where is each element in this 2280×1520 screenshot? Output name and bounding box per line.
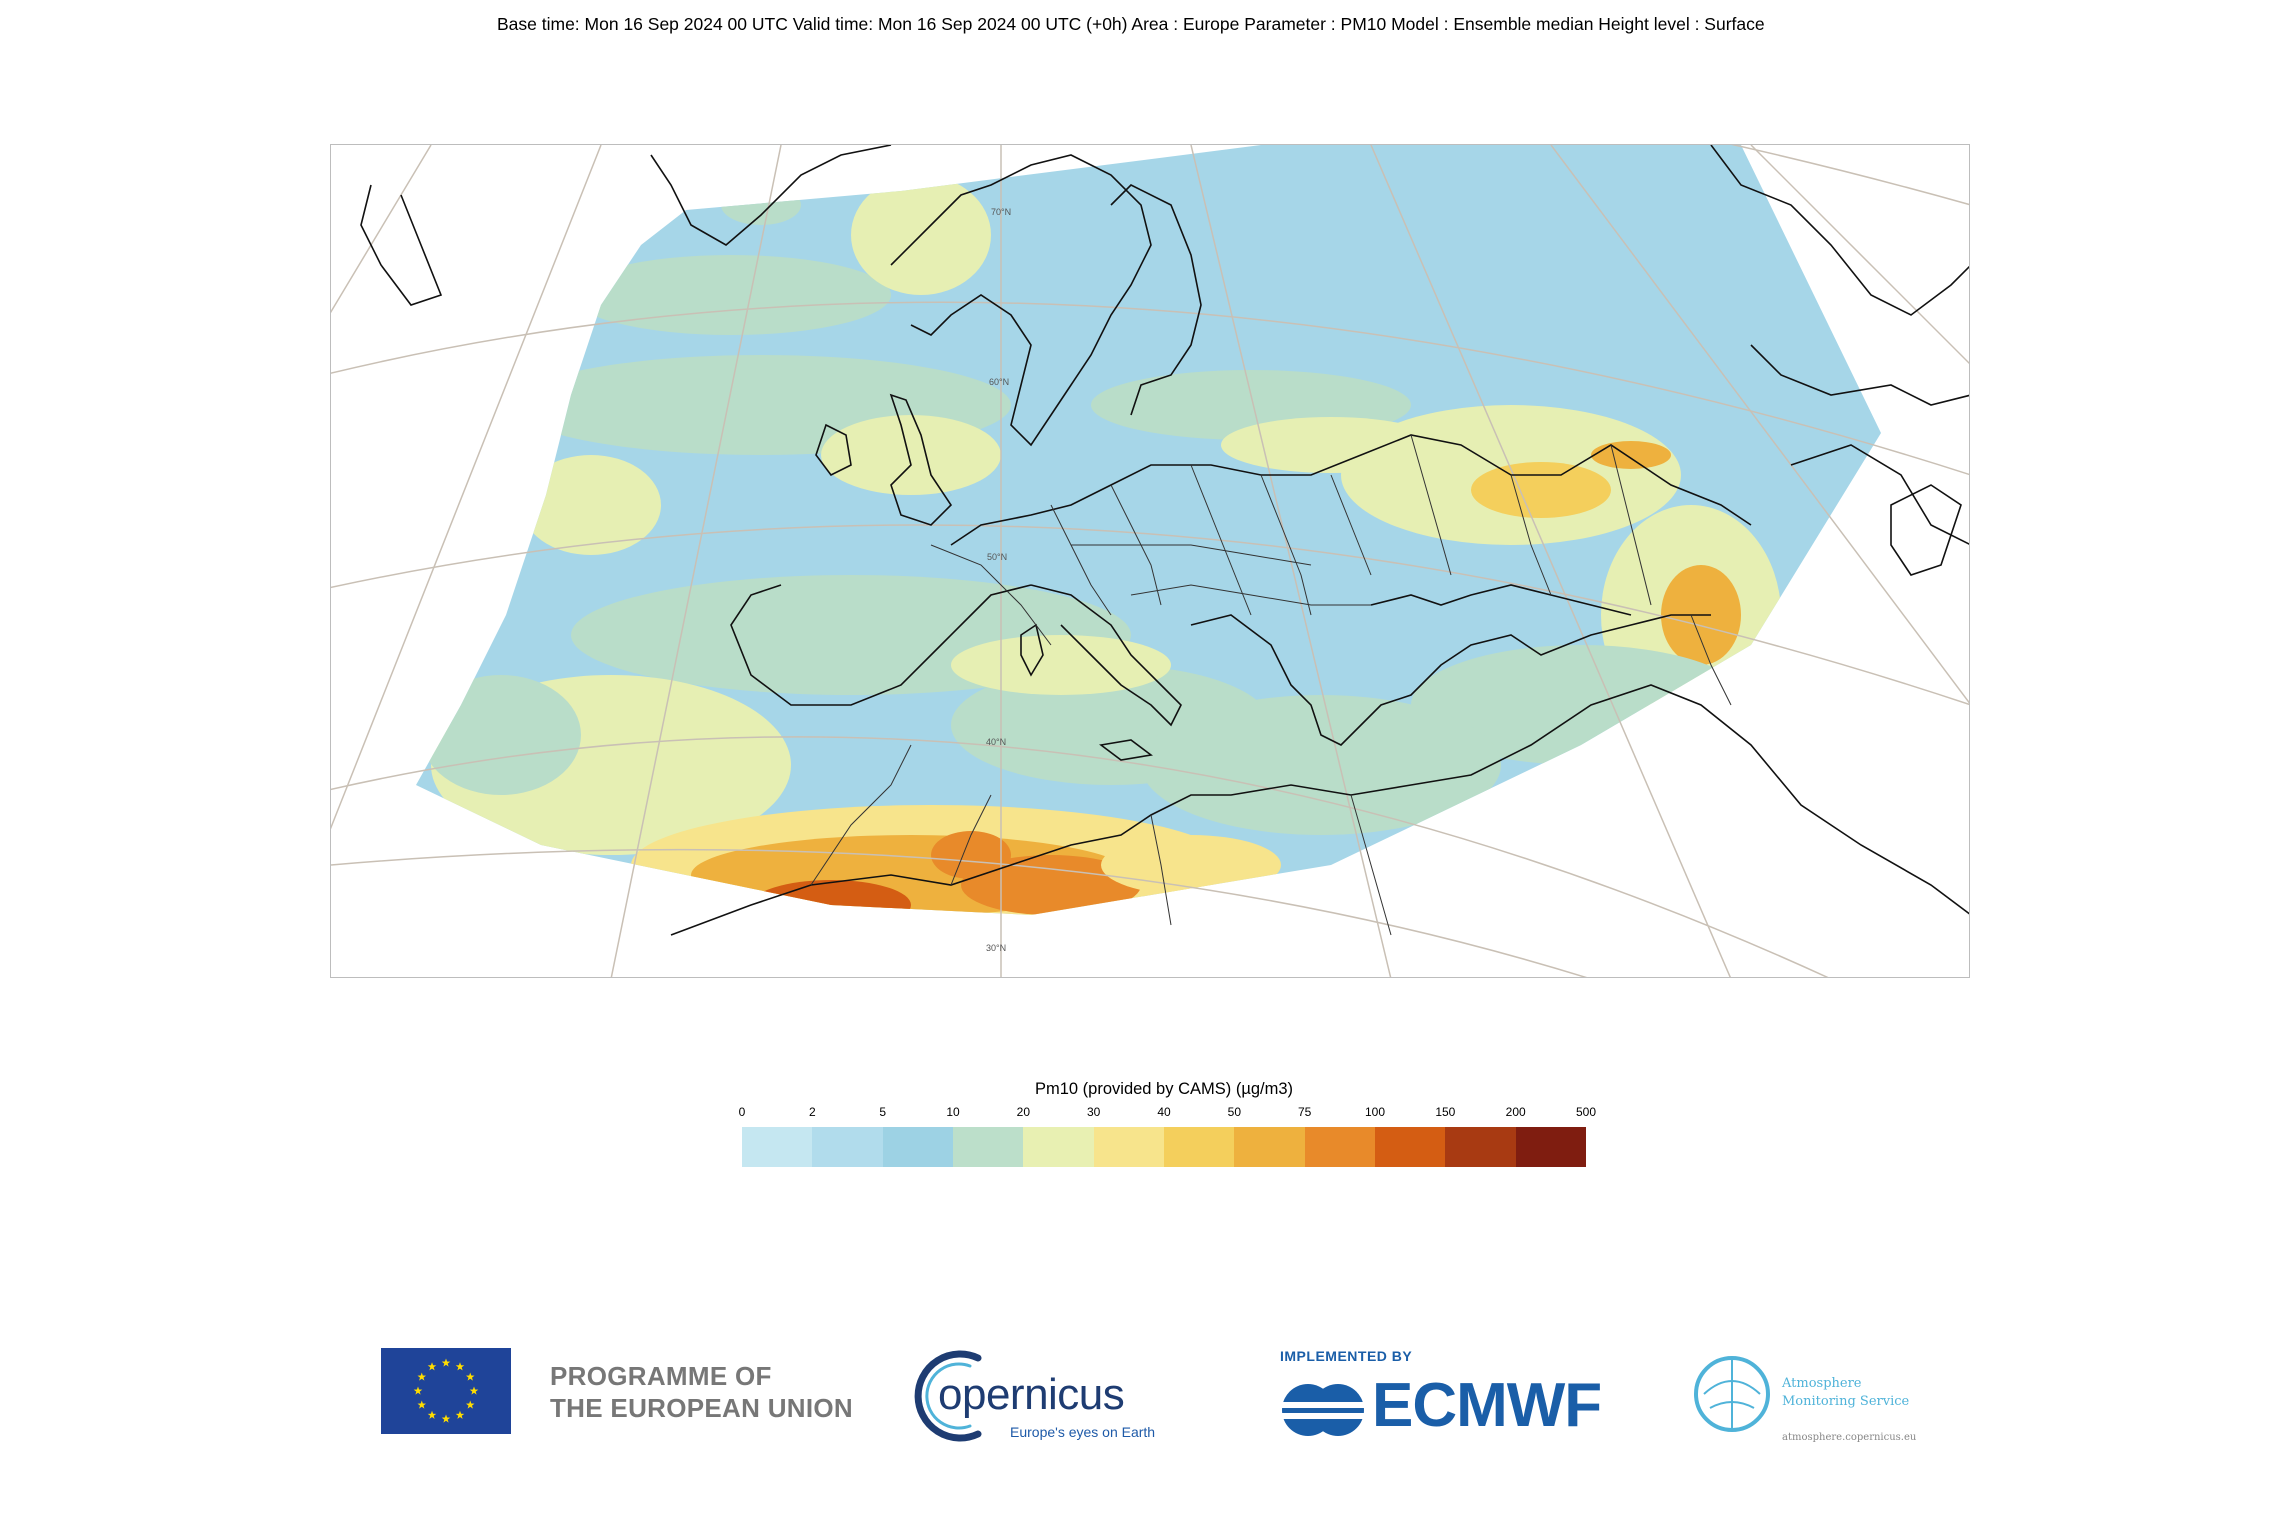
data-field: [416, 145, 1881, 915]
coastlines: [360, 145, 1969, 936]
eu-text-line1: PROGRAMME OF: [550, 1361, 772, 1391]
eu-star-icon: [455, 1410, 465, 1419]
legend-tick-label: 150: [1435, 1105, 1456, 1119]
cams-logo: Atmosphere Monitoring Service atmosphere…: [1690, 1348, 1930, 1448]
legend-tick-label: 200: [1505, 1105, 1526, 1119]
legend-swatch: [1374, 1127, 1446, 1167]
legend-title: Pm10 (provided by CAMS) (µg/m3): [1035, 1080, 1293, 1098]
lat-label-60n: 60°N: [989, 377, 1009, 387]
lat-label-70n: 70°N: [991, 207, 1011, 217]
cams-globe-icon: [1694, 1356, 1770, 1432]
eu-star-icon: [469, 1386, 479, 1395]
map-canvas[interactable]: 70°N 60°N 50°N 40°N 30°N: [331, 145, 1970, 978]
eu-flag-logo: [381, 1348, 511, 1434]
ecmwf-logo: IMPLEMENTED BY ECMWF: [1278, 1348, 1638, 1448]
eu-star-icon: [427, 1410, 437, 1419]
legend-tick-label: 50: [1227, 1105, 1242, 1119]
latitude-labels: 70°N 60°N 50°N 40°N 30°N: [986, 207, 1011, 953]
cams-url: atmosphere.copernicus.eu: [1782, 1432, 1917, 1443]
ecmwf-wordmark: ECMWF: [1372, 1371, 1602, 1440]
legend-tick-label: 0: [738, 1105, 746, 1119]
legend-swatch: [952, 1127, 1024, 1167]
legend-swatch: [1093, 1127, 1164, 1167]
eu-star-icon: [427, 1362, 437, 1371]
eu-programme-text: PROGRAMME OF THE EUROPEAN UNION: [550, 1360, 853, 1424]
country-borders: [810, 434, 1732, 936]
eu-star-icon: [466, 1372, 475, 1381]
graticule: [331, 145, 1969, 977]
legend-tick-label: 500: [1575, 1105, 1597, 1119]
legend-tick-label: 40: [1157, 1105, 1171, 1119]
legend-tick-label: 20: [1016, 1105, 1031, 1119]
copernicus-tagline: Europe's eyes on Earth: [1010, 1424, 1156, 1440]
eu-star-icon: [466, 1400, 475, 1409]
legend-tick-label: 75: [1297, 1105, 1312, 1119]
legend-tick-label: 2: [808, 1105, 816, 1119]
copernicus-logo: opernicus Europe's eyes on Earth: [908, 1346, 1168, 1446]
map-header: Base time: Mon 16 Sep 2024 00 UTC Valid …: [497, 11, 1827, 37]
legend-swatch: [1023, 1127, 1094, 1167]
cams-line1: Atmosphere: [1782, 1376, 1862, 1391]
eu-star-icon: [441, 1358, 451, 1367]
legend-swatch: [742, 1127, 813, 1167]
eu-star-icon: [413, 1386, 423, 1395]
legend-tick-label: 100: [1364, 1105, 1386, 1119]
lat-label-30n: 30°N: [986, 943, 1006, 953]
footer-logos: PROGRAMME OF THE EUROPEAN UNION opernicu…: [0, 1330, 2280, 1470]
legend-swatch: [1304, 1127, 1375, 1167]
pm10-map[interactable]: 70°N 60°N 50°N 40°N 30°N: [330, 144, 1970, 978]
legend-swatch: [1234, 1127, 1305, 1167]
ecmwf-symbol-icon: [1282, 1384, 1364, 1436]
legend-tick-label: 30: [1086, 1105, 1101, 1119]
eu-star-icon: [417, 1400, 426, 1409]
eu-text-line2: THE EUROPEAN UNION: [550, 1393, 853, 1423]
copernicus-wordmark: opernicus: [938, 1370, 1125, 1419]
legend-color-bar: [742, 1127, 1586, 1167]
legend-ticks: 0 2 5 10 20 30 40 50 75 100 150 200 500: [738, 1105, 1596, 1125]
legend-tick-label: 10: [946, 1105, 960, 1119]
legend-swatch: [1445, 1127, 1516, 1167]
legend-swatch: [812, 1127, 883, 1167]
legend-swatch: [882, 1127, 953, 1167]
legend-swatch: [1163, 1127, 1235, 1167]
lat-label-40n: 40°N: [986, 737, 1006, 747]
legend-tick-label: 5: [879, 1105, 886, 1119]
cams-line2: Monitoring Service: [1782, 1394, 1910, 1409]
eu-star-icon: [455, 1362, 465, 1371]
lat-label-50n: 50°N: [987, 552, 1007, 562]
legend-swatch: [1515, 1127, 1586, 1167]
colorbar-legend: Pm10 (provided by CAMS) (µg/m3) 0 2 5 10 20 3…: [738, 1080, 1596, 1167]
eu-star-icon: [417, 1372, 426, 1381]
header-text: Base time: Mon 16 Sep 2024 00 UTC Valid …: [497, 14, 1765, 34]
eu-star-icon: [441, 1414, 451, 1423]
ecmwf-implemented-by: IMPLEMENTED BY: [1280, 1348, 1413, 1364]
